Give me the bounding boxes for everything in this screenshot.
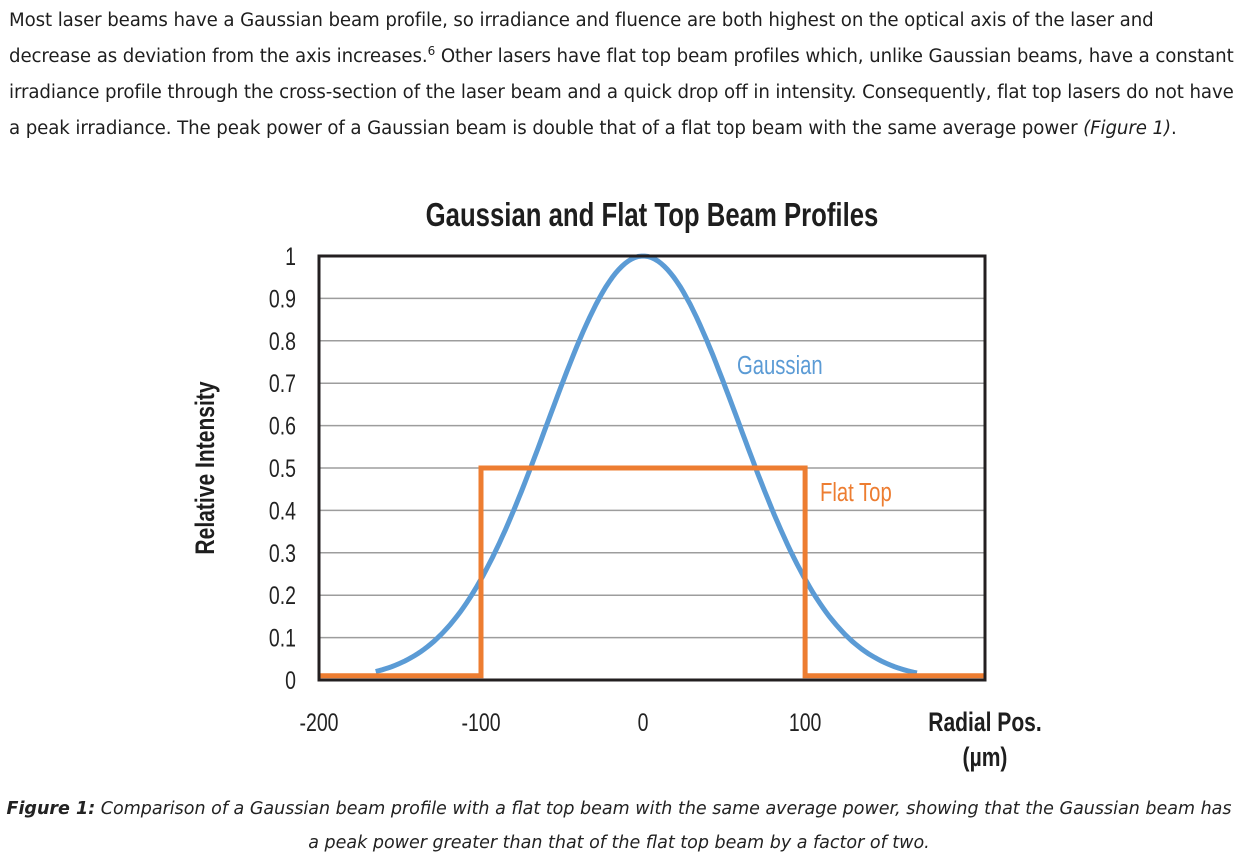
plot-frame bbox=[317, 254, 987, 682]
paragraph-end: . bbox=[1170, 118, 1177, 139]
body-paragraph: Most laser beams have a Gaussian beam pr… bbox=[9, 3, 1234, 147]
x-axis-label: Radial Pos. bbox=[928, 708, 1041, 738]
x-tick-label: -100 bbox=[462, 709, 501, 737]
x-tick-label: 0 bbox=[638, 709, 649, 737]
flat-top-line bbox=[319, 465, 985, 679]
y-tick-label: 0 bbox=[285, 667, 296, 695]
y-tick-label: 0.1 bbox=[269, 624, 296, 652]
paragraph-text: Other lasers have flat top beam profiles… bbox=[9, 46, 1234, 139]
beam-profile-chart: Gaussian and Flat Top Beam Profiles 0 0.1… bbox=[191, 197, 1042, 773]
caption-label: Figure 1: bbox=[6, 799, 96, 819]
caption-text: Comparison of a Gaussian beam profile wi… bbox=[95, 799, 1232, 853]
y-tick-label: 0.8 bbox=[269, 327, 296, 355]
footnote-ref[interactable]: 6 bbox=[427, 43, 436, 58]
y-tick-labels: 0 0.1 0.2 0.3 0.4 0.5 0.6 0.7 0.8 0.9 1 bbox=[269, 243, 296, 695]
x-tick-label: 100 bbox=[789, 709, 822, 737]
series-lines bbox=[319, 253, 985, 679]
y-tick-label: 1 bbox=[285, 243, 296, 271]
y-tick-label: 0.7 bbox=[269, 370, 296, 398]
figure-reference: (Figure 1) bbox=[1083, 118, 1171, 139]
y-tick-label: 0.6 bbox=[269, 412, 296, 440]
chart-title: Gaussian and Flat Top Beam Profiles bbox=[426, 197, 879, 234]
y-tick-label: 0.9 bbox=[269, 285, 296, 313]
y-tick-label: 0.3 bbox=[269, 539, 296, 567]
y-tick-label: 0.4 bbox=[269, 497, 296, 525]
paragraph-text: Most laser beams have a Gaussian beam pr… bbox=[9, 10, 1154, 67]
legend-gaussian: Gaussian bbox=[737, 351, 823, 380]
y-tick-label: 0.5 bbox=[269, 455, 296, 483]
gaussian-line bbox=[375, 253, 918, 676]
x-tick-label: -200 bbox=[299, 709, 338, 737]
y-tick-label: 0.2 bbox=[269, 582, 296, 610]
figure-caption: Figure 1: Comparison of a Gaussian beam … bbox=[0, 792, 1238, 860]
legend-flat-top: Flat Top bbox=[820, 478, 892, 507]
x-axis-unit: (µm) bbox=[963, 743, 1008, 773]
x-tick-labels: -200 -100 0 100 bbox=[299, 709, 821, 737]
y-axis-label: Relative Intensity bbox=[191, 381, 221, 555]
